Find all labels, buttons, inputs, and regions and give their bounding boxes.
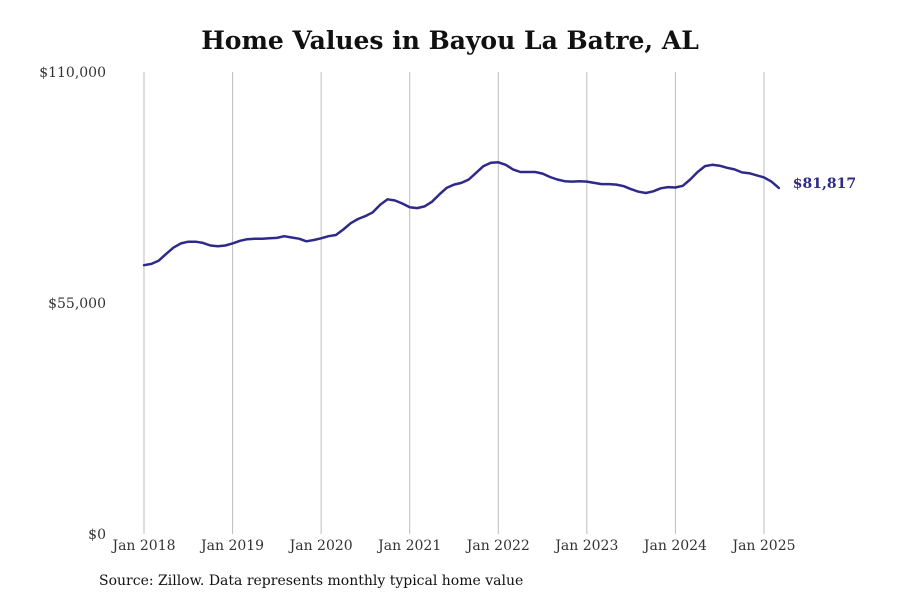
end-value-label: $81,817 bbox=[793, 176, 856, 192]
gridlines bbox=[143, 72, 765, 534]
x-tick-label: Jan 2020 bbox=[288, 538, 353, 554]
y-tick-label: $0 bbox=[88, 527, 106, 543]
x-tick-label: Jan 2018 bbox=[110, 538, 175, 554]
y-axis-ticks: $0 $55,000 $110,000 bbox=[39, 65, 106, 543]
x-axis-ticks: Jan 2018 Jan 2019 Jan 2020 Jan 2021 Jan 2022… bbox=[110, 538, 795, 554]
x-tick-label: Jan 2021 bbox=[376, 538, 441, 554]
source-note: Source: Zillow. Data represents monthly … bbox=[99, 573, 524, 589]
y-tick-label: $110,000 bbox=[39, 65, 106, 81]
series-line bbox=[142, 161, 781, 267]
x-tick-label: Jan 2023 bbox=[553, 538, 618, 554]
x-tick-label: Jan 2022 bbox=[465, 538, 530, 554]
x-tick-label: Jan 2025 bbox=[730, 538, 795, 554]
y-tick-label: $55,000 bbox=[48, 296, 106, 312]
x-tick-label: Jan 2024 bbox=[642, 538, 707, 554]
chart-title: Home Values in Bayou La Batre, AL bbox=[201, 26, 699, 55]
x-tick-label: Jan 2019 bbox=[199, 538, 264, 554]
